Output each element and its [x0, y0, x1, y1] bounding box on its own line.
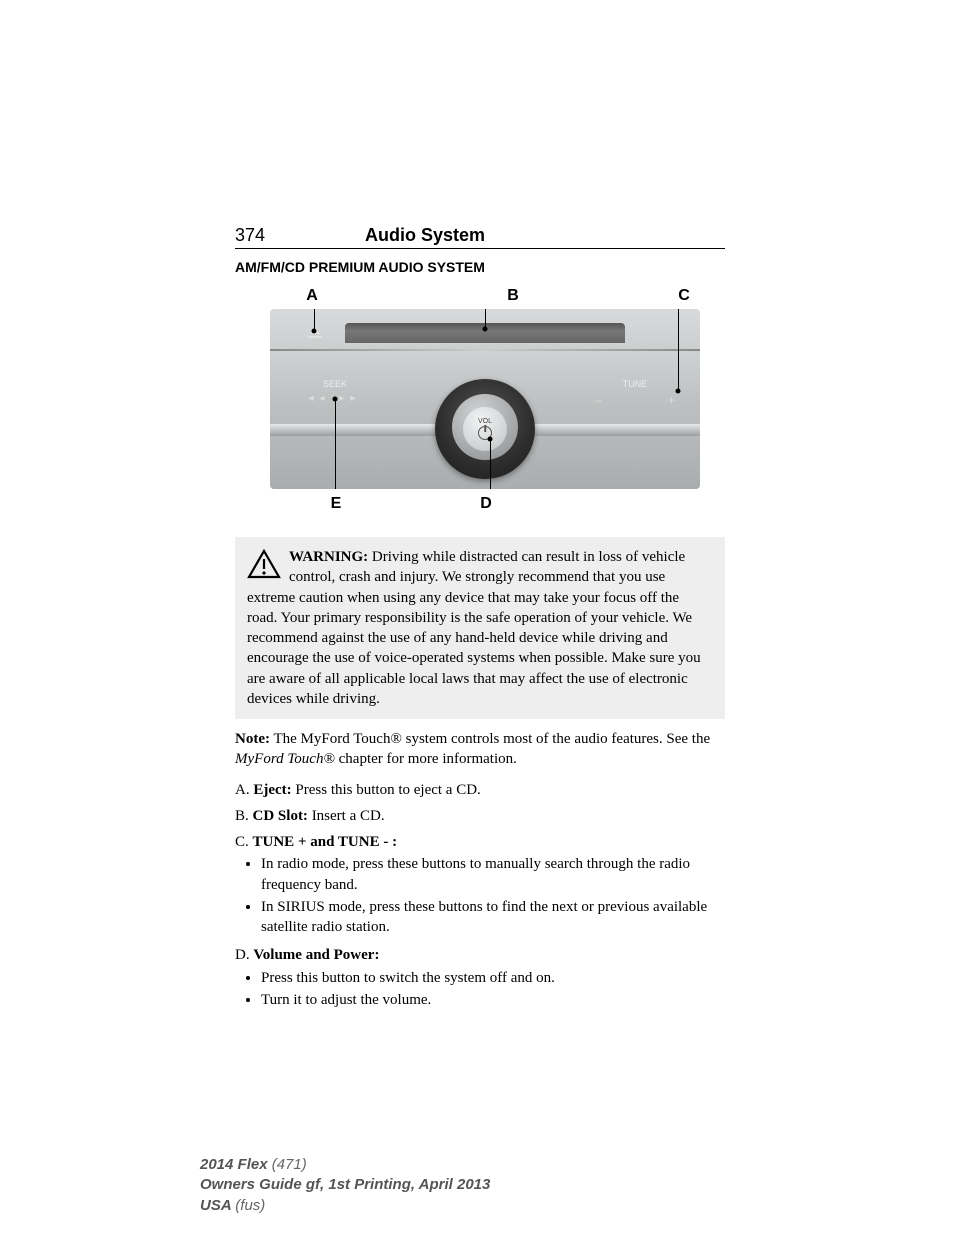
- diagram-top-labels: A B C: [270, 287, 700, 305]
- volume-knob: VOL: [435, 379, 535, 479]
- label-E: E: [326, 495, 346, 513]
- section-heading: AM/FM/CD PREMIUM AUDIO SYSTEM: [235, 259, 725, 275]
- label-A: A: [302, 287, 322, 305]
- tune-label: TUNE: [595, 379, 675, 389]
- item-D: D. Volume and Power:: [235, 945, 725, 965]
- item-D-bullets: Press this button to switch the system o…: [235, 968, 725, 1011]
- diagram-bottom-labels: E D: [270, 495, 700, 513]
- item-B: B. CD Slot: Insert a CD.: [235, 806, 725, 826]
- warning-icon: [247, 549, 281, 579]
- label-D: D: [476, 495, 496, 513]
- item-C: C. TUNE + and TUNE - :: [235, 832, 725, 852]
- seek-label: SEEK: [295, 379, 375, 389]
- list-item: Turn it to adjust the volume.: [261, 990, 725, 1010]
- warning-box: WARNING: Driving while distracted can re…: [235, 537, 725, 719]
- list-item: Press this button to switch the system o…: [261, 968, 725, 988]
- vol-label: VOL: [478, 418, 492, 425]
- list-item: In radio mode, press these buttons to ma…: [261, 854, 725, 895]
- radio-unit: SEEK ◂◂ ▸▸ TUNE – + VOL: [270, 309, 700, 489]
- page-title: Audio System: [365, 225, 485, 246]
- label-C: C: [674, 287, 694, 305]
- note-label: Note:: [235, 731, 270, 747]
- page-header: 374 Audio System: [235, 225, 725, 249]
- label-B: B: [503, 287, 523, 305]
- note-paragraph: Note: The MyFord Touch® system controls …: [235, 729, 725, 770]
- warning-text: Driving while distracted can result in l…: [247, 549, 701, 707]
- tune-control: TUNE – +: [595, 379, 675, 407]
- item-C-bullets: In radio mode, press these buttons to ma…: [235, 854, 725, 937]
- page-number: 374: [235, 225, 365, 246]
- radio-diagram: A B C SEEK ◂◂ ▸▸ TUNE – +: [270, 287, 700, 513]
- item-A: A. Eject: Press this button to eject a C…: [235, 780, 725, 800]
- document-page: 374 Audio System AM/FM/CD PREMIUM AUDIO …: [235, 225, 725, 1018]
- footer-line-3: USA (fus): [200, 1196, 490, 1216]
- list-item: In SIRIUS mode, press these buttons to f…: [261, 897, 725, 938]
- tune-minus: –: [595, 393, 602, 407]
- footer-line-2: Owners Guide gf, 1st Printing, April 201…: [200, 1175, 490, 1195]
- tune-plus: +: [668, 393, 675, 407]
- page-footer: 2014 Flex (471) Owners Guide gf, 1st Pri…: [200, 1155, 490, 1216]
- warning-label: WARNING:: [289, 549, 368, 565]
- footer-line-1: 2014 Flex (471): [200, 1155, 490, 1175]
